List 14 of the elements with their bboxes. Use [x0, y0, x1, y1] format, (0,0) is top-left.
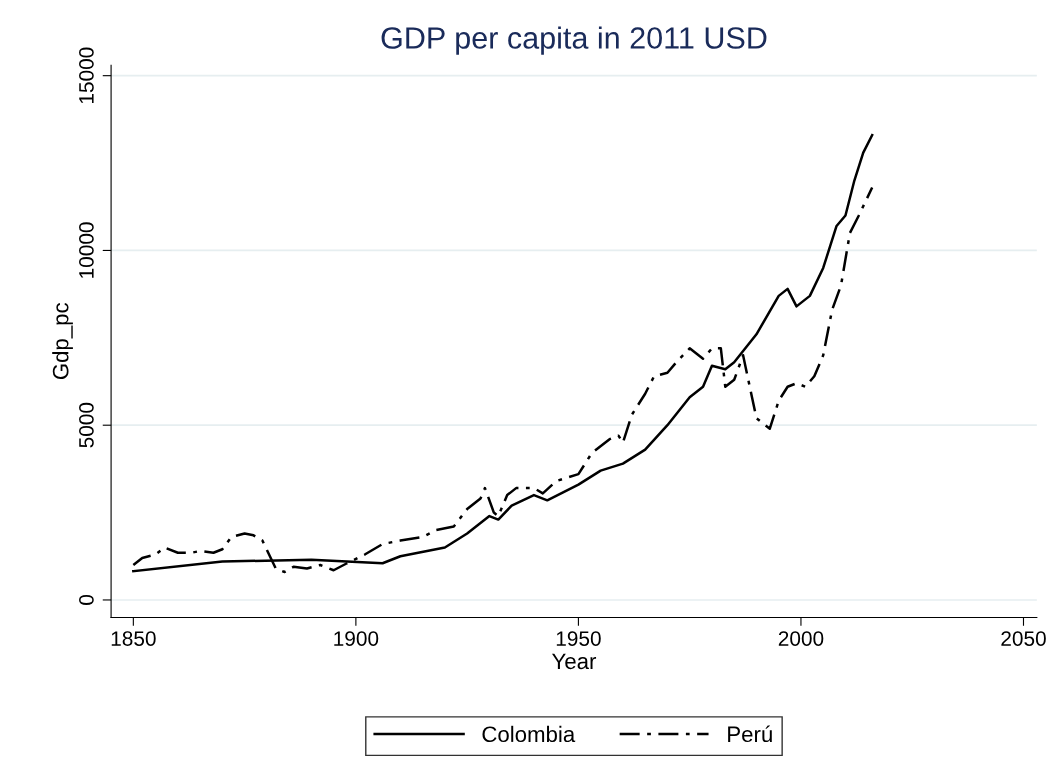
- y-tick-label: 0: [79, 594, 94, 605]
- x-tick-label: 2000: [778, 631, 824, 646]
- y-tick-label: 15000: [79, 47, 94, 104]
- y-tick-label: 5000: [79, 402, 94, 448]
- y-tick-label: 10000: [79, 222, 94, 278]
- x-tick-label: 1850: [111, 631, 156, 646]
- x-tick-label: 2050: [1001, 631, 1046, 646]
- x-tick-label: 1950: [556, 631, 601, 646]
- x-axis-title: Year: [552, 653, 597, 670]
- legend-label: Perú: [728, 725, 772, 743]
- x-tick-label: 1900: [334, 631, 379, 646]
- chart-title: GDP per capita in 2011 USD: [381, 26, 767, 55]
- y-axis-title: Gdp_pc: [52, 302, 73, 380]
- legend-label: Colombia: [482, 725, 576, 743]
